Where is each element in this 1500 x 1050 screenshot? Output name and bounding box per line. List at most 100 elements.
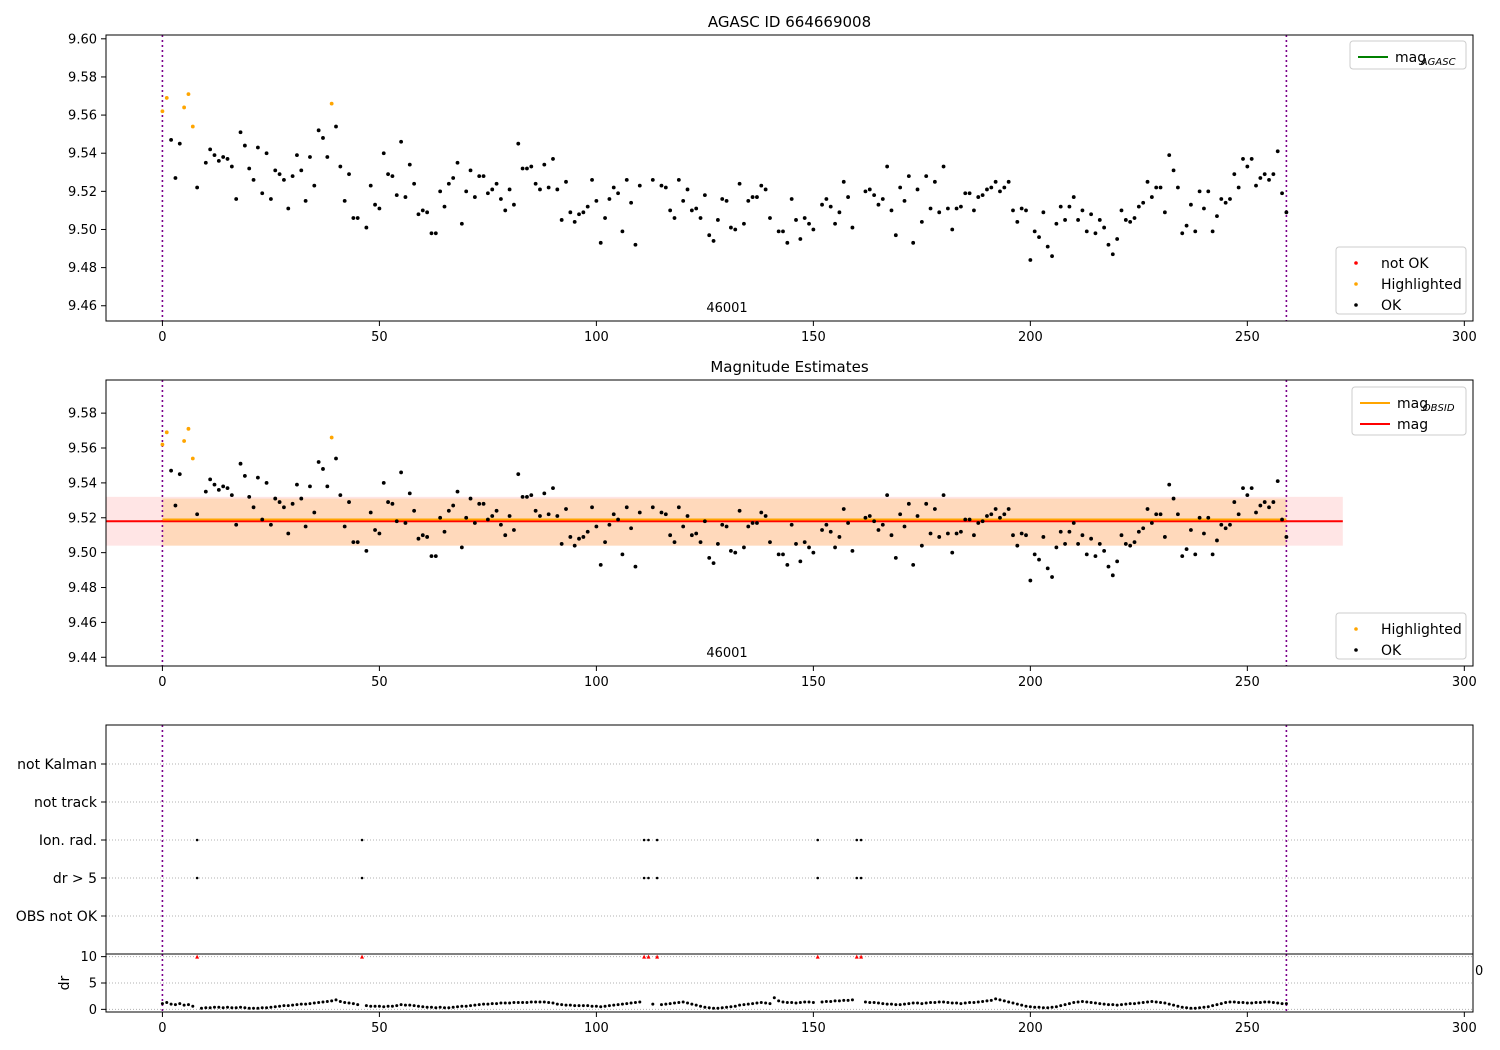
ok-point [381,151,386,156]
ok-point [264,151,269,156]
y-tick-label: 9.56 [68,442,97,457]
y-tick-label: 9.50 [68,223,97,238]
flag-marker [360,876,364,880]
ok-point [1275,149,1280,154]
dr-point [390,1004,394,1008]
dr-point [1124,1002,1128,1006]
ok-point [1058,204,1063,209]
dr-point [1111,1003,1115,1007]
chart-title: Magnitude Estimates [710,358,868,376]
dr-point [347,1001,351,1005]
ok-point [225,486,230,491]
dr-point [304,1002,308,1006]
dr-point [1085,1000,1089,1004]
dr-point [1007,1000,1011,1004]
dr-point [486,1002,490,1006]
legend-label: Highlighted [1381,622,1462,638]
ok-point [1215,214,1219,219]
ok-point [789,522,794,527]
dr-point [903,1002,907,1006]
dr-point [1037,1005,1041,1009]
ok-point [286,206,291,211]
ok-point [1197,515,1202,520]
dr-point [412,1004,416,1008]
y-tick-label: 9.50 [68,546,97,561]
dr-point [308,1002,312,1006]
ok-point [1275,479,1280,484]
ok-point [477,501,482,506]
dr-point [842,998,846,1002]
ok-point [451,503,456,508]
ok-point [1106,242,1111,247]
ok-point [755,195,759,199]
ok-point [533,508,538,513]
ok-point [377,206,382,211]
ok-point [959,204,963,209]
ok-point [707,555,712,560]
ok-point [273,496,278,501]
ok-point [742,545,746,550]
magnitude-estimates-panel: Magnitude Estimates 46001 0 50 100 150 200 250 3… [68,358,1477,690]
dr-point [273,1005,277,1009]
ok-point [967,517,972,522]
flag-label: not track [34,795,98,811]
dr-point [226,1005,230,1009]
ok-point [681,198,686,203]
ok-point [607,522,612,527]
ok-point [1015,219,1020,224]
dr-point [1141,1001,1145,1005]
ok-point [702,519,707,524]
dr-point [1258,1001,1262,1005]
ok-point [1184,223,1189,228]
flag-marker [195,838,199,842]
flag-label: OBS not OK [16,909,98,925]
ok-point [399,470,403,475]
dr-point [186,1003,190,1007]
dr-panel: 0 50 100 150 200 250 300 0 5 10 dr 0 [57,950,1483,1036]
dr-clipped-marker [859,954,864,959]
y-tick-label: 0 [89,1003,97,1018]
ok-point [1262,172,1267,177]
dr-point [482,1002,486,1006]
ok-point [672,216,677,220]
ok-point [247,494,252,499]
ok-point [776,229,781,234]
ok-point [394,193,399,198]
dr-point [464,1004,468,1008]
flag-marker [647,838,650,842]
ok-point [412,508,417,513]
dr-point [785,1001,789,1005]
ok-point [1167,153,1172,158]
ok-point [464,515,469,520]
ok-point [880,522,885,527]
ok-point [273,168,278,173]
ok-point [1119,533,1124,538]
ok-point [403,195,408,199]
ok-point [238,130,243,135]
ok-point [420,208,425,213]
ok-point [620,229,625,234]
ok-point [1158,185,1163,190]
ok-point [1184,547,1189,552]
ok-point [1171,496,1176,501]
ok-point [559,542,564,546]
highlighted-point [182,105,187,110]
ok-point [1162,535,1167,539]
chart-title: AGASC ID 664669008 [708,13,871,31]
ok-point [798,237,803,241]
ok-point [242,143,247,148]
ok-point [338,164,343,169]
legend-label: Highlighted [1381,277,1462,293]
y-tick-label: 5 [89,977,97,992]
ok-point [611,185,616,190]
dr-point [781,1000,785,1004]
flag-marker [195,876,199,880]
ok-point [715,542,720,546]
ok-point [455,160,460,165]
ok-point [203,160,208,165]
ok-point [1280,517,1284,522]
dr-point [312,1001,316,1005]
ok-point [841,507,846,511]
dr-point [894,1003,898,1007]
ok-point [1271,172,1276,177]
